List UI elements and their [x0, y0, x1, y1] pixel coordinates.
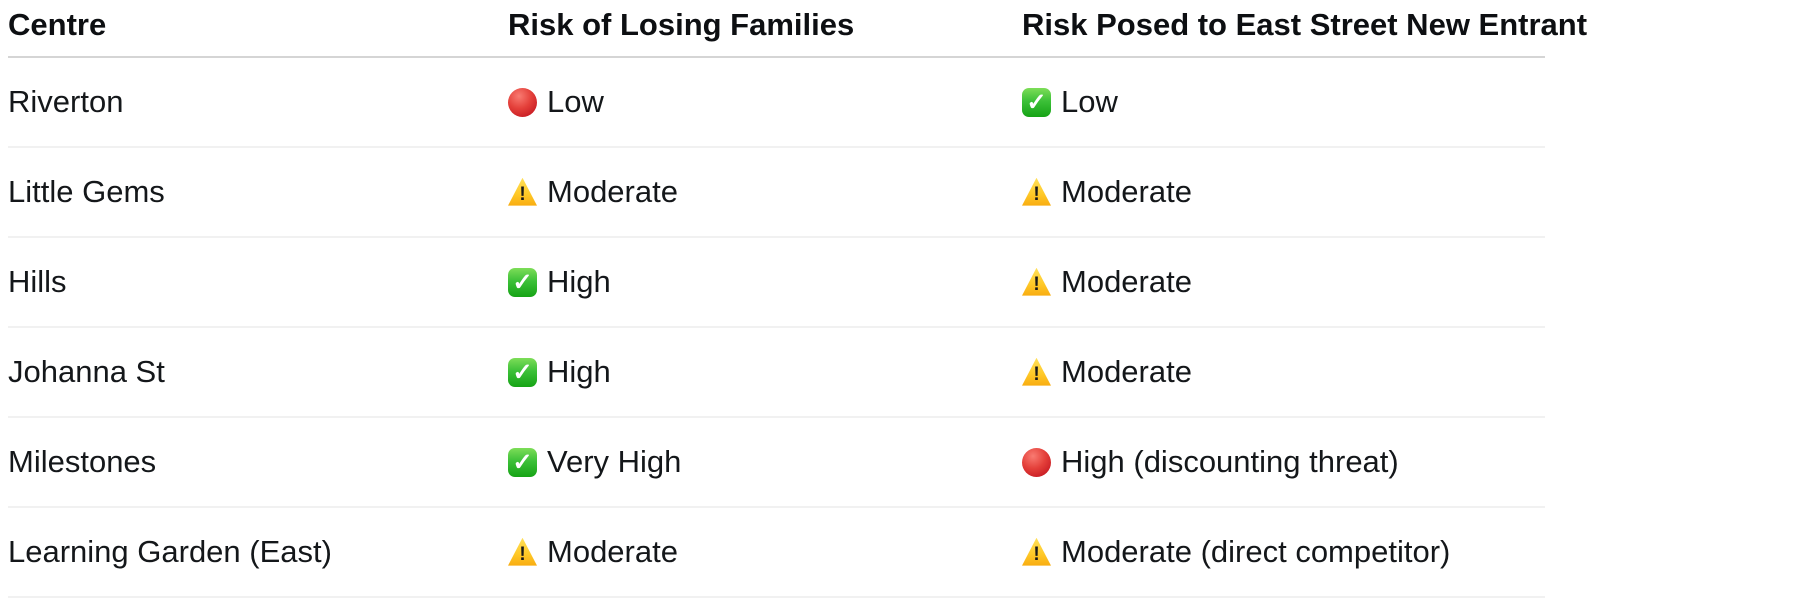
risk-icon	[508, 177, 537, 206]
risk-label: Moderate	[547, 534, 678, 569]
risk-label: High	[547, 354, 611, 389]
centre-cell: Johanna St	[8, 354, 165, 389]
risk-families-cell: High	[508, 264, 1022, 300]
risk-families-cell: High	[508, 354, 1022, 390]
risk-entrant-cell: Moderate	[1022, 354, 1545, 390]
risk-icon	[1022, 537, 1051, 566]
risk-icon	[508, 357, 537, 387]
risk-families-cell: Moderate	[508, 534, 1022, 570]
risk-entrant-cell: Moderate (direct competitor)	[1022, 534, 1545, 570]
table-row: Riverton Low Low	[8, 58, 1545, 148]
risk-families-cell: Very High	[508, 444, 1022, 480]
centre-cell: Learning Garden (East)	[8, 534, 332, 569]
risk-label: Very High	[547, 444, 682, 479]
risk-icon	[508, 267, 537, 297]
risk-icon	[1022, 87, 1051, 117]
risk-icon	[508, 537, 537, 566]
risk-entrant-cell: Moderate	[1022, 174, 1545, 210]
risk-icon	[1022, 357, 1051, 386]
risk-families-cell: Moderate	[508, 174, 1022, 210]
risk-label: Moderate	[1061, 174, 1192, 209]
centre-cell: Hills	[8, 264, 67, 299]
table-row: Learning Garden (East) Moderate Moderate…	[8, 508, 1545, 598]
risk-icon	[1022, 447, 1051, 477]
risk-icon	[508, 447, 537, 477]
risk-families-cell: Low	[508, 84, 1022, 120]
centre-cell: Riverton	[8, 84, 124, 119]
column-header-centre: Centre	[8, 7, 107, 42]
risk-entrant-cell: High (discounting threat)	[1022, 444, 1545, 480]
centre-cell: Little Gems	[8, 174, 165, 209]
centre-cell: Milestones	[8, 444, 157, 479]
table-header-row: Centre Risk of Losing Families Risk Pose…	[8, 0, 1587, 58]
risk-label: Moderate	[1061, 264, 1192, 299]
risk-label: Moderate	[547, 174, 678, 209]
table-row: Milestones Very High High (discounting t…	[8, 418, 1545, 508]
risk-icon	[508, 87, 537, 117]
risk-label: Moderate (direct competitor)	[1061, 534, 1451, 569]
risk-label: High (discounting threat)	[1061, 444, 1399, 479]
risk-icon	[1022, 267, 1051, 296]
risk-label: Low	[547, 84, 604, 119]
risk-label: High	[547, 264, 611, 299]
risk-table: Centre Risk of Losing Families Risk Pose…	[8, 0, 1587, 598]
column-header-risk-entrant: Risk Posed to East Street New Entrant	[1022, 7, 1588, 42]
table-row: Johanna St High Moderate	[8, 328, 1545, 418]
table-row: Little Gems Moderate Moderate	[8, 148, 1545, 238]
risk-icon	[1022, 177, 1051, 206]
risk-label: Low	[1061, 84, 1118, 119]
column-header-risk-families: Risk of Losing Families	[508, 7, 855, 42]
risk-label: Moderate	[1061, 354, 1192, 389]
table-row: Hills High Moderate	[8, 238, 1545, 328]
risk-entrant-cell: Moderate	[1022, 264, 1545, 300]
risk-entrant-cell: Low	[1022, 84, 1545, 120]
